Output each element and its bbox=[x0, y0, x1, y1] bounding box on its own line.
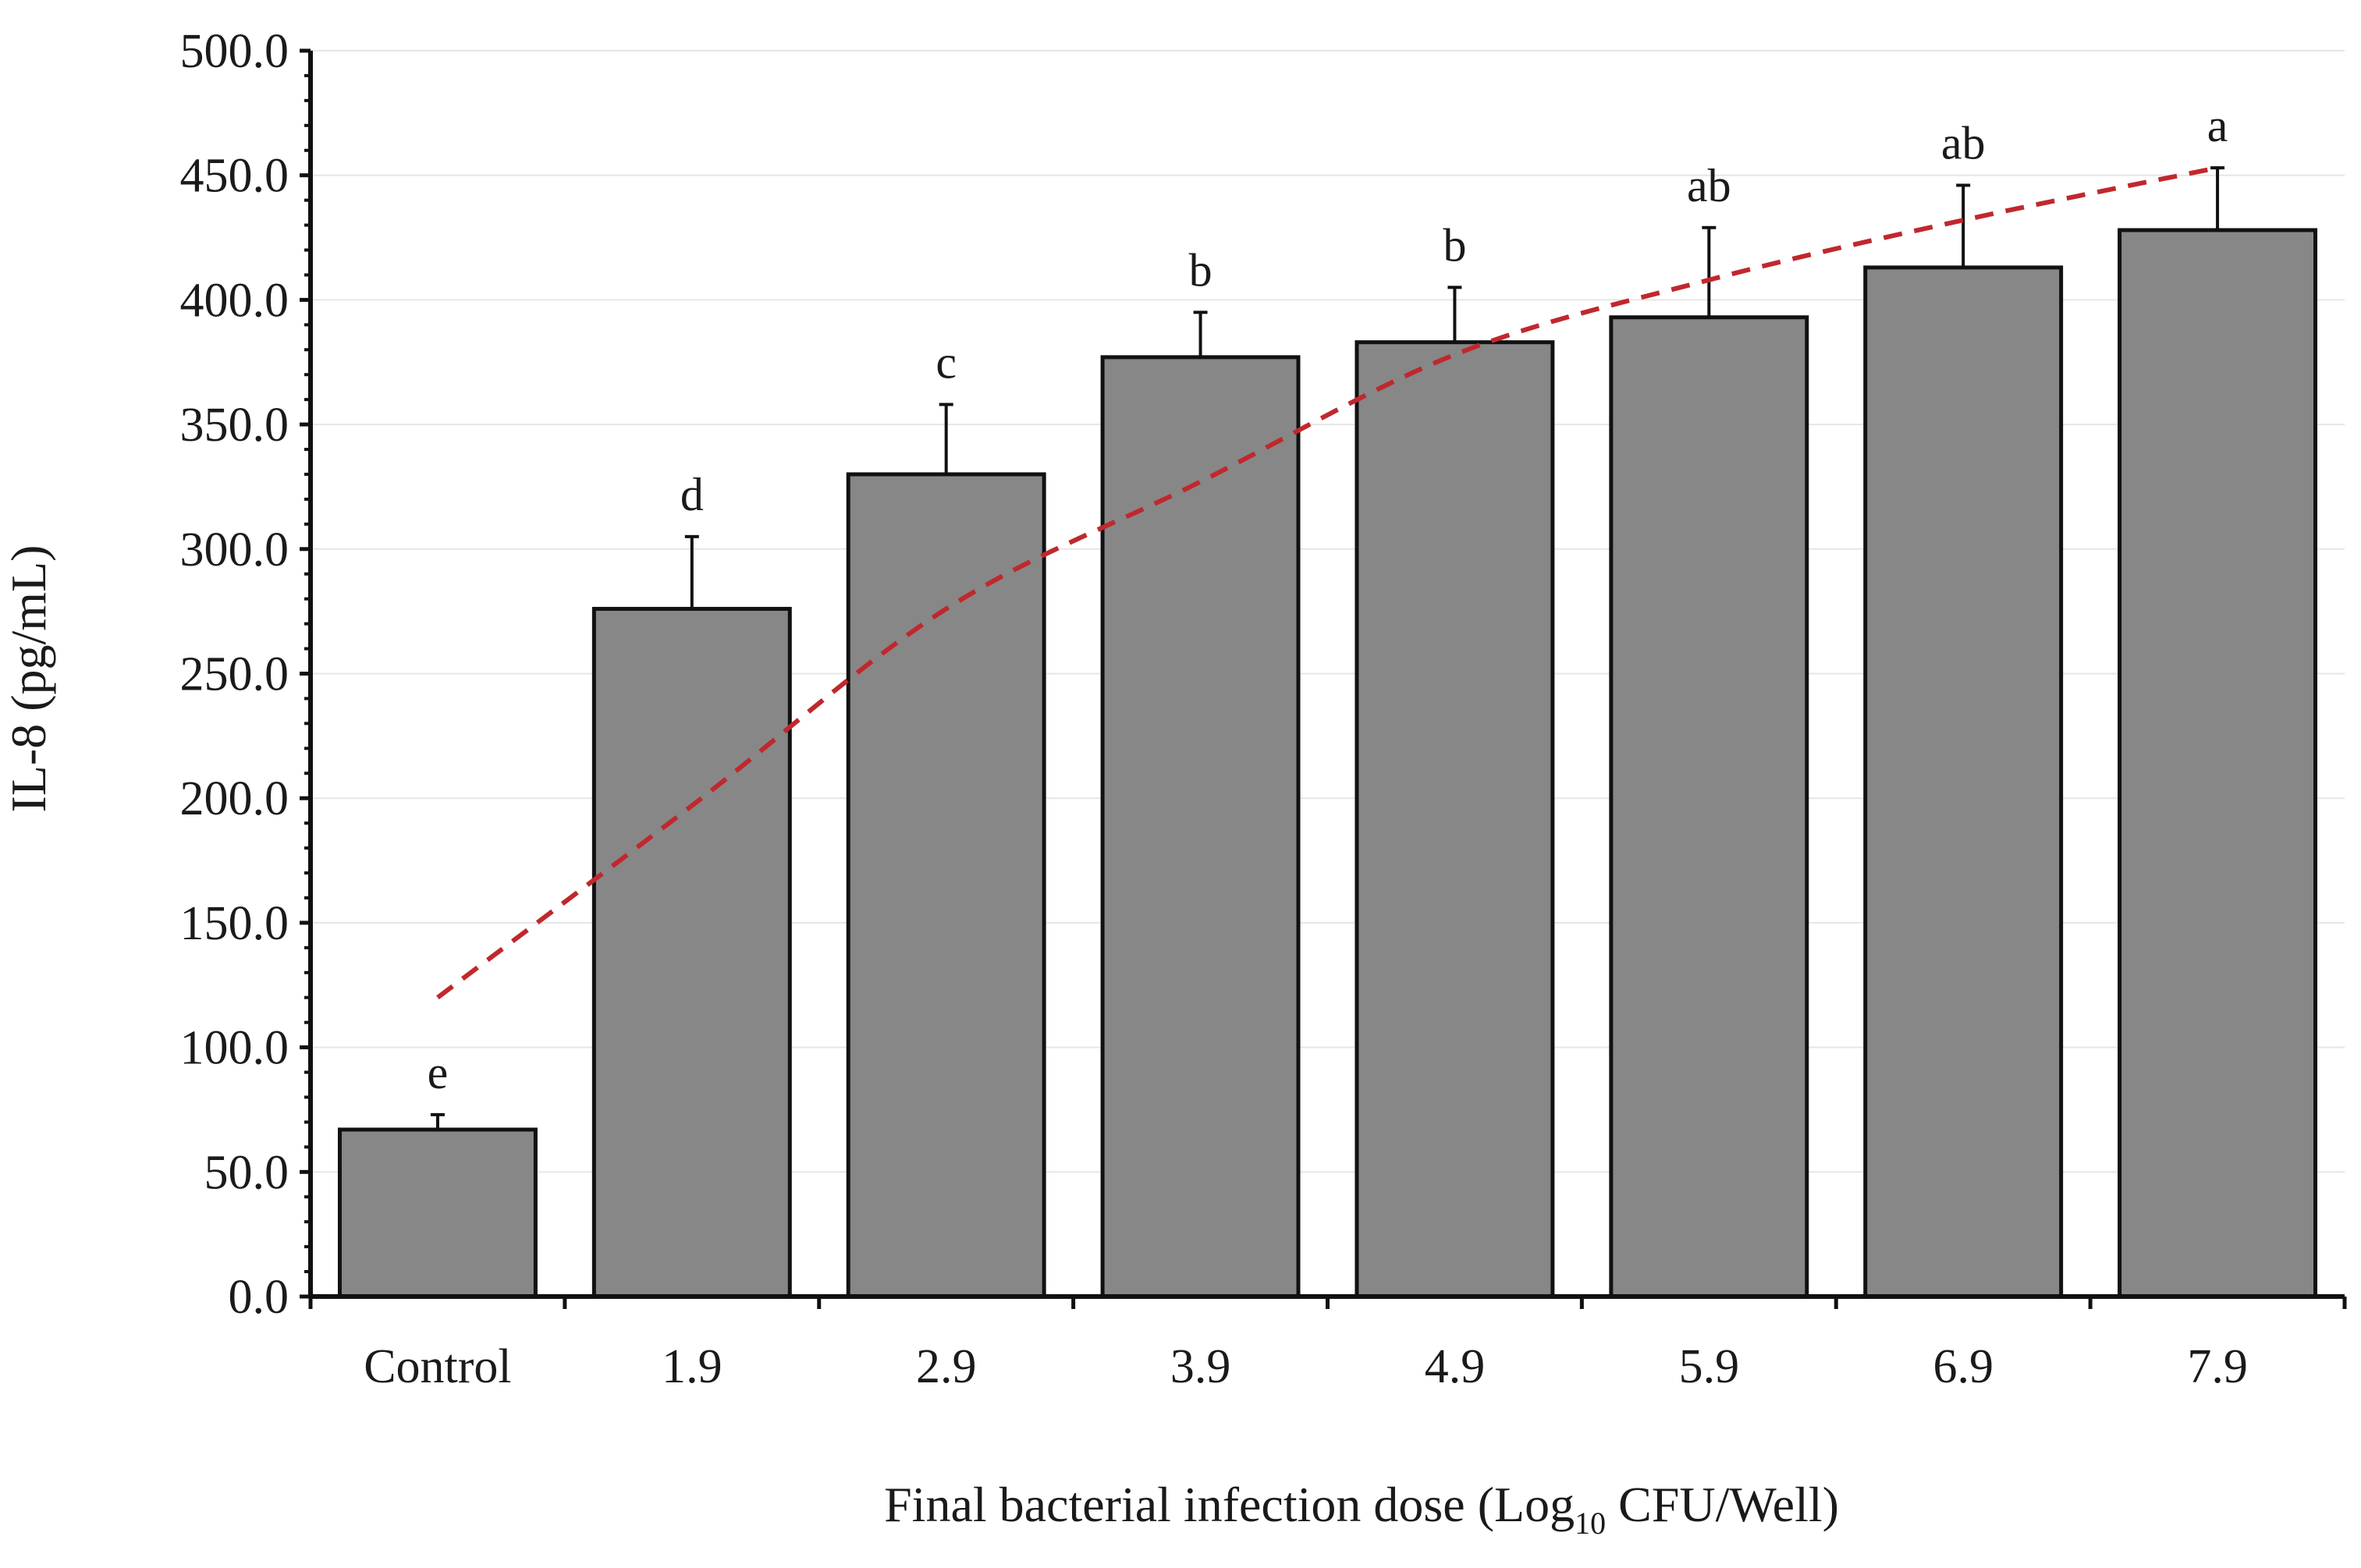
significance-letter: ab bbox=[1941, 117, 1986, 169]
x-tick-label: 2.9 bbox=[916, 1340, 977, 1393]
bar bbox=[337, 1127, 538, 1299]
y-tick-label: 200.0 bbox=[180, 772, 289, 825]
error-bars bbox=[430, 166, 2225, 1130]
x-tick-label: 6.9 bbox=[1933, 1340, 1994, 1393]
y-tick-label: 500.0 bbox=[180, 25, 289, 78]
bar bbox=[1609, 315, 1809, 1299]
bar bbox=[1354, 340, 1555, 1299]
significance-letter: e bbox=[428, 1047, 449, 1098]
x-tick-label: 1.9 bbox=[662, 1340, 723, 1393]
significance-letter: b bbox=[1189, 244, 1212, 296]
y-tick-label: 350.0 bbox=[180, 399, 289, 452]
y-tick-label: 400.0 bbox=[180, 274, 289, 327]
x-axis-title: Final bacterial infection dose (Log10 CF… bbox=[884, 1477, 1839, 1541]
x-axis-title-prefix: Final bacterial infection dose (Log bbox=[884, 1477, 1575, 1532]
x-tick-label: Control bbox=[364, 1340, 511, 1393]
y-axis-title: IL-8 (pg/mL) bbox=[1, 545, 56, 813]
x-axis-title-suffix: CFU/Well) bbox=[1606, 1477, 1839, 1532]
x-tick-label: 4.9 bbox=[1425, 1340, 1486, 1393]
significance-letter: b bbox=[1443, 219, 1466, 271]
chart-labels: 0.0 50.0 100.0 150.0 200.0 250.0 300.0 350.0 400… bbox=[180, 25, 2248, 1393]
trendline bbox=[436, 165, 2218, 1000]
y-tick-label: 50.0 bbox=[204, 1146, 289, 1199]
bar bbox=[591, 606, 792, 1299]
axes bbox=[300, 48, 2347, 1309]
significance-letter: d bbox=[680, 469, 704, 520]
bar bbox=[2118, 228, 2318, 1299]
significance-letter: ab bbox=[1687, 160, 1731, 211]
bar bbox=[1100, 355, 1301, 1299]
y-tick-label: 150.0 bbox=[180, 897, 289, 950]
significance-letter: c bbox=[936, 337, 957, 388]
x-tick-label: 5.9 bbox=[1679, 1340, 1740, 1393]
y-tick-label: 450.0 bbox=[180, 150, 289, 203]
significance-letter: a bbox=[2207, 100, 2228, 151]
y-tick-label: 100.0 bbox=[180, 1022, 289, 1075]
y-tick-label: 250.0 bbox=[180, 648, 289, 701]
x-tick-label: 7.9 bbox=[2187, 1340, 2248, 1393]
x-tick-label: 3.9 bbox=[1170, 1340, 1231, 1393]
bar bbox=[1863, 265, 2064, 1299]
bars bbox=[337, 228, 2318, 1299]
y-tick-label: 0.0 bbox=[229, 1271, 289, 1324]
bar bbox=[846, 472, 1046, 1299]
y-tick-label: 300.0 bbox=[180, 523, 289, 576]
trendline-group bbox=[436, 165, 2218, 1000]
x-axis-title-subscript: 10 bbox=[1575, 1506, 1606, 1541]
